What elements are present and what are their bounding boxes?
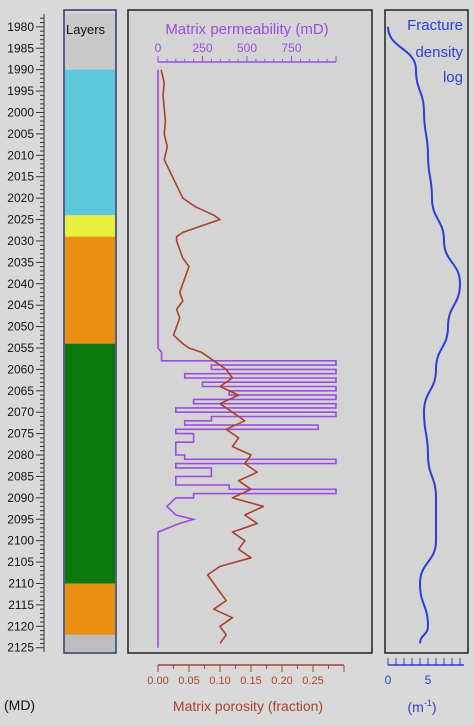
depth-tick-label: 2030	[7, 234, 34, 248]
porosity-tick-label: 0.05	[178, 675, 199, 687]
fracture-tick-label: 5	[425, 673, 432, 687]
depth-tick-label: 2035	[7, 255, 34, 269]
porosity-tick-label: 0.25	[302, 675, 323, 687]
layer-band-3	[65, 236, 115, 344]
layer-band-4	[65, 343, 115, 584]
depth-tick-label: 1980	[7, 20, 34, 34]
depth-tick-label: 2055	[7, 341, 34, 355]
fracture-track-frame	[384, 9, 469, 654]
layer-band-1	[65, 69, 115, 216]
depth-tick-label: 2105	[7, 555, 34, 569]
depth-tick-label: 2100	[7, 534, 34, 548]
fracture-unit-label: (m-1)	[407, 698, 436, 715]
depth-tick-label: 1985	[7, 41, 34, 55]
depth-tick-label: 2095	[7, 512, 34, 526]
porosity-tick-label: 0.10	[209, 675, 230, 687]
depth-tick-label: 2010	[7, 148, 34, 162]
permeability-tick-label: 750	[281, 41, 301, 55]
fracture-title-line1: Fracture	[407, 17, 463, 34]
layer-band-6	[65, 634, 115, 652]
depth-tick-label: 2115	[8, 598, 34, 612]
permeability-axis-title: Matrix permeability (mD)	[165, 21, 328, 38]
depth-tick-label: 2050	[7, 320, 34, 334]
porosity-series-line	[160, 69, 265, 644]
porosity-tick-label: 0.15	[240, 675, 261, 687]
permeability-tick-label: 0	[155, 41, 162, 55]
depth-tick-label: 2125	[7, 641, 34, 655]
fracture-density-series-line	[387, 26, 462, 644]
permeability-series-line	[157, 69, 337, 648]
depth-tick-label: 2025	[7, 213, 34, 227]
fracture-title-line2: density	[415, 44, 463, 61]
permeability-tick-label: 250	[192, 41, 212, 55]
depth-tick-label: 2045	[7, 298, 34, 312]
depth-tick-label: 2110	[8, 576, 34, 590]
layer-band-2	[65, 215, 115, 237]
main-track-frame	[127, 9, 373, 654]
porosity-axis-title: Matrix porosity (fraction)	[173, 698, 323, 714]
layers-title: Layers	[66, 22, 106, 37]
depth-tick-label: 2060	[7, 362, 34, 376]
depth-tick-label: 2065	[7, 384, 34, 398]
depth-tick-label: 2075	[7, 427, 34, 441]
depth-unit-label: (MD)	[4, 697, 35, 713]
layer-band-0	[65, 14, 115, 70]
depth-tick-label: 2015	[7, 170, 34, 184]
depth-tick-label: 2090	[7, 491, 34, 505]
depth-tick-label: 2085	[7, 469, 34, 483]
fracture-title-line3: log	[443, 69, 463, 86]
depth-tick-label: 2020	[7, 191, 34, 205]
depth-tick-label: 2005	[7, 127, 34, 141]
depth-axis: 1980 1985 1990 1995 2000 2005 2010 2015 2020 2025…	[7, 14, 45, 655]
depth-tick-label: 2120	[7, 619, 34, 633]
permeability-tick-label: 500	[237, 41, 257, 55]
layer-band-5	[65, 583, 115, 635]
depth-tick-label: 2040	[7, 277, 34, 291]
permeability-porosity-track: 0 250 500 750 0.00 0.05 0.10 0.15 0.20 0.25	[127, 9, 373, 687]
porosity-tick-label: 0.00	[147, 675, 168, 687]
depth-tick-label: 2080	[7, 448, 34, 462]
fracture-tick-label: 0	[385, 673, 392, 687]
depth-tick-label: 1995	[7, 84, 34, 98]
depth-tick-label: 2070	[7, 405, 34, 419]
porosity-tick-label: 0.20	[271, 675, 292, 687]
depth-tick-label: 2000	[7, 105, 34, 119]
layers-track	[63, 9, 117, 654]
depth-tick-label: 1990	[7, 63, 34, 77]
